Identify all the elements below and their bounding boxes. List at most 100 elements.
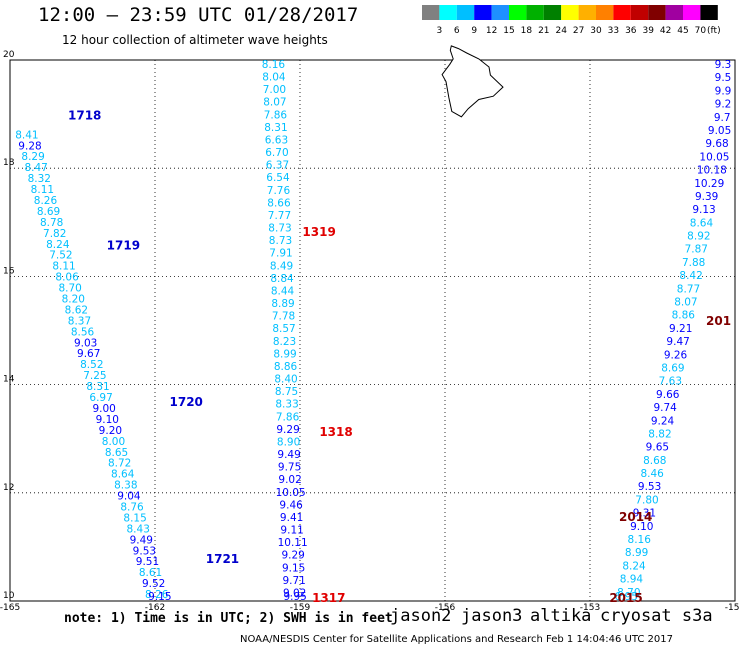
colorbar-swatch	[683, 5, 701, 20]
swh-value: 8.90	[277, 436, 300, 448]
swh-value: 8.04	[262, 72, 286, 84]
colorbar-swatch	[422, 5, 440, 20]
swh-value: 9.29	[276, 424, 299, 436]
pass-time-label: 1718	[68, 109, 101, 123]
swh-value: 7.76	[267, 185, 291, 197]
swh-value: 8.07	[674, 297, 697, 309]
swh-value: 9.04	[117, 491, 141, 503]
colorbar-label: 70	[695, 26, 707, 36]
swh-value: 8.73	[268, 223, 291, 235]
legend-jason2: jason2	[390, 606, 452, 626]
swh-value: 8.49	[270, 260, 293, 272]
colorbar-swatch	[474, 5, 492, 20]
swh-value: 8.06	[55, 272, 79, 284]
swh-value: 8.77	[677, 283, 700, 295]
swh-value: 9.20	[99, 425, 122, 437]
swh-value: 7.80	[635, 494, 658, 506]
swh-value: 8.64	[111, 469, 135, 481]
swh-value: 10.05	[276, 487, 306, 499]
colorbar-swatch	[596, 5, 614, 20]
swh-value: 9.51	[136, 556, 159, 568]
swh-value: 8.52	[80, 359, 103, 371]
swh-value: 9.29	[281, 550, 304, 562]
swh-value: 9.75	[278, 462, 301, 474]
swh-value: 9.00	[92, 403, 115, 415]
swh-value: 6.95	[615, 591, 638, 603]
pass-time-label: 201	[706, 314, 731, 328]
swh-value: 8.07	[263, 97, 286, 109]
swh-value: 8.42	[679, 270, 702, 282]
swh-value: 8.47	[24, 162, 47, 174]
colorbar-label: 39	[642, 26, 654, 36]
swh-value: 9.11	[280, 525, 303, 537]
y-tick-label: 16	[3, 266, 15, 276]
pass-time-label: 2015	[609, 591, 642, 605]
colorbar-label: 24	[555, 26, 567, 36]
swh-value: 7.00	[263, 84, 286, 96]
legend-cryosat-s3a: cryosat s3a	[600, 606, 713, 626]
colorbar-swatch	[491, 5, 509, 20]
pass-time-label: 1317	[312, 591, 345, 605]
page-title: 12:00 – 23:59 UTC 01/28/2017	[38, 4, 359, 26]
swh-value: 8.76	[120, 501, 144, 513]
pass-time-label: 1318	[319, 425, 352, 439]
colorbar-swatch	[613, 5, 631, 20]
swh-value: 9.03	[74, 337, 97, 349]
map-frame	[9, 59, 736, 602]
colorbar-label: 42	[660, 26, 671, 36]
swh-value: 10.11	[278, 537, 308, 549]
swh-value: 8.16	[262, 59, 286, 71]
swh-value: 8.70	[58, 283, 81, 295]
swh-value: 8.31	[86, 381, 109, 393]
swh-value: 8.56	[71, 326, 95, 338]
swh-value: 9.28	[18, 140, 41, 152]
swh-value: 10.18	[697, 165, 727, 177]
colorbar-swatch	[700, 5, 718, 20]
swh-value: 7.63	[659, 376, 682, 388]
swh-value: 9.66	[656, 389, 680, 401]
swh-value: 8.99	[625, 547, 648, 559]
swh-value: 8.37	[68, 315, 91, 327]
swh-value: 7.52	[49, 250, 72, 262]
colorbar-label: 27	[573, 26, 584, 36]
x-tick-label: -156	[435, 603, 456, 613]
swh-value: 8.75	[275, 386, 298, 398]
swh-value: 8.23	[273, 336, 296, 348]
colorbar-label: 15	[503, 26, 514, 36]
swh-value: 8.69	[37, 206, 60, 218]
swh-value: 9.02	[278, 474, 301, 486]
swh-value: 8.94	[620, 574, 644, 586]
swh-value: 8.78	[40, 217, 63, 229]
swh-value: 8.15	[123, 512, 146, 524]
swh-value: 8.43	[127, 523, 150, 535]
swh-value: 6.54	[266, 172, 290, 184]
swh-value: 8.20	[62, 294, 85, 306]
swh-value: 6.97	[89, 392, 112, 404]
y-tick-label: 18	[3, 158, 15, 168]
pass-time-label: 1319	[302, 225, 335, 239]
swh-value: 9.21	[669, 323, 692, 335]
swh-value: 8.64	[690, 217, 714, 229]
page-subtitle: 12 hour collection of altimeter wave hei…	[62, 33, 328, 47]
swh-value: 8.62	[65, 304, 88, 316]
swh-value: 8.89	[271, 298, 294, 310]
pass-time-label: 1720	[170, 395, 203, 409]
swh-value: 8.70	[617, 587, 640, 599]
swh-value: 8.44	[271, 285, 295, 297]
colorbar-label: 36	[625, 26, 637, 36]
swh-value: 8.69	[661, 362, 684, 374]
swh-value: 9.05	[708, 125, 731, 137]
swh-value: 8.24	[46, 239, 70, 251]
colorbar-label: 6	[454, 26, 460, 36]
swh-value: 8.32	[28, 173, 51, 185]
colorbar-swatch	[543, 5, 562, 20]
swh-value: 7.88	[682, 257, 705, 269]
swh-value: 6.63	[265, 134, 288, 146]
swh-value: 8.68	[643, 455, 666, 467]
swh-value: 9.39	[695, 191, 718, 203]
swh-value: 9.53	[133, 545, 156, 557]
colorbar-unit: (ft)	[707, 26, 721, 36]
y-tick-label: 20	[3, 50, 15, 60]
swh-value: 9.47	[666, 336, 689, 348]
swh-value: 9.3	[715, 59, 732, 71]
